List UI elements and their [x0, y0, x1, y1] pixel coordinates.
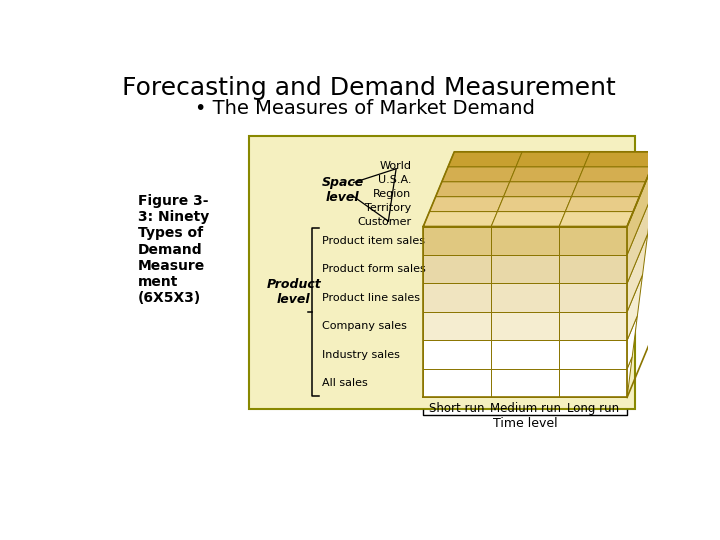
Polygon shape — [448, 152, 522, 167]
Text: Region: Region — [374, 189, 412, 199]
Polygon shape — [516, 152, 590, 167]
Bar — [423, 340, 491, 369]
Text: Medium run: Medium run — [490, 402, 561, 415]
Polygon shape — [436, 181, 510, 197]
Bar — [491, 226, 559, 255]
Polygon shape — [572, 181, 646, 197]
Bar — [559, 312, 627, 340]
Bar — [491, 284, 559, 312]
Bar — [491, 255, 559, 284]
Text: Forecasting and Demand Measurement: Forecasting and Demand Measurement — [122, 76, 616, 100]
Polygon shape — [491, 212, 565, 226]
Text: Industry sales: Industry sales — [323, 350, 400, 360]
Text: Company sales: Company sales — [323, 321, 408, 331]
Bar — [559, 255, 627, 284]
Text: Territory: Territory — [365, 203, 412, 213]
Text: Time level: Time level — [493, 417, 557, 430]
Bar — [423, 312, 491, 340]
Polygon shape — [577, 167, 652, 181]
Text: Product line sales: Product line sales — [323, 293, 420, 303]
Bar — [423, 226, 491, 255]
Bar — [559, 340, 627, 369]
Bar — [559, 226, 627, 255]
Polygon shape — [429, 197, 503, 212]
Text: • The Measures of Market Demand: • The Measures of Market Demand — [195, 99, 535, 118]
Text: Figure 3-
3: Ninety
Types of
Demand
Measure
ment
(6X5X3): Figure 3- 3: Ninety Types of Demand Meas… — [138, 194, 210, 305]
Polygon shape — [498, 197, 572, 212]
Bar — [423, 284, 491, 312]
Bar — [559, 369, 627, 397]
Text: Product
level: Product level — [266, 278, 321, 306]
Polygon shape — [627, 275, 642, 340]
Text: World: World — [379, 161, 412, 171]
Bar — [491, 312, 559, 340]
Polygon shape — [627, 315, 637, 369]
Polygon shape — [565, 197, 639, 212]
Polygon shape — [559, 212, 634, 226]
Polygon shape — [510, 167, 584, 181]
Bar — [559, 284, 627, 312]
Text: Space
level: Space level — [322, 176, 364, 204]
Bar — [491, 340, 559, 369]
Text: All sales: All sales — [323, 378, 368, 388]
Polygon shape — [584, 152, 658, 167]
Text: Long run: Long run — [567, 402, 619, 415]
Text: Customer: Customer — [358, 217, 412, 227]
Bar — [423, 369, 491, 397]
Polygon shape — [423, 212, 498, 226]
Bar — [423, 255, 491, 284]
Text: U.S.A.: U.S.A. — [378, 176, 412, 185]
Bar — [249, 136, 635, 409]
Polygon shape — [627, 193, 653, 284]
Bar — [491, 369, 559, 397]
Text: Product form sales: Product form sales — [323, 264, 426, 274]
Polygon shape — [503, 181, 577, 197]
Text: Product item sales: Product item sales — [323, 236, 426, 246]
Text: Short run: Short run — [429, 402, 485, 415]
Polygon shape — [627, 356, 632, 397]
Polygon shape — [627, 234, 648, 312]
Polygon shape — [442, 167, 516, 181]
Polygon shape — [627, 152, 658, 255]
